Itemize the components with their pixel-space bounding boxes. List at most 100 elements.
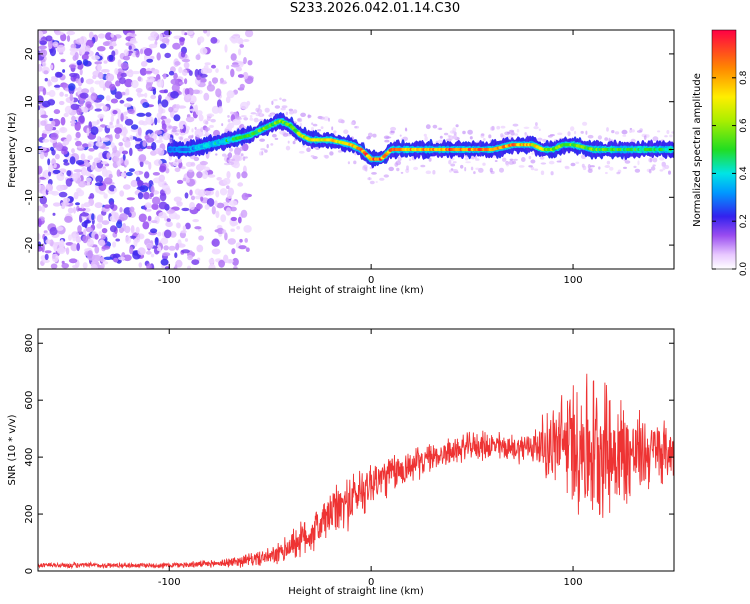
ridge-halo bbox=[215, 153, 218, 156]
noise-speckle bbox=[206, 198, 215, 207]
ridge-halo bbox=[482, 162, 486, 166]
noise-speckle bbox=[71, 148, 75, 154]
noise-speckle bbox=[98, 239, 106, 247]
ridge-halo bbox=[355, 125, 359, 129]
noise-speckle bbox=[214, 200, 218, 207]
ridge-halo bbox=[243, 117, 249, 121]
ridge-halo bbox=[604, 165, 611, 168]
ridge-halo bbox=[209, 124, 214, 128]
noise-speckle bbox=[114, 127, 122, 134]
ridge-halo bbox=[390, 130, 395, 133]
noise-speckle bbox=[194, 226, 202, 230]
ridge-halo bbox=[171, 128, 177, 133]
noise-speckle bbox=[76, 59, 83, 66]
noise-speckle bbox=[101, 228, 108, 234]
ridge-halo bbox=[194, 126, 197, 130]
colorbar: 0.0 0.2 0.4 0.6 0.8 Normalized spectral ampl… bbox=[692, 29, 749, 276]
noise-speckle bbox=[56, 184, 64, 192]
noise-speckle bbox=[156, 79, 164, 88]
noise-speckle bbox=[114, 212, 119, 221]
noise-speckle bbox=[238, 245, 247, 250]
ridge-halo bbox=[518, 165, 525, 168]
noise-speckle bbox=[168, 106, 174, 113]
noise-speckle bbox=[121, 91, 126, 96]
noise-speckle bbox=[95, 182, 103, 187]
noise-speckle bbox=[63, 138, 70, 146]
noise-speckle bbox=[54, 71, 62, 78]
noise-speckle bbox=[199, 47, 208, 55]
ridge-halo bbox=[432, 124, 438, 129]
ridge-halo bbox=[633, 165, 637, 169]
ridge-halo bbox=[616, 171, 621, 175]
noise-speckle bbox=[71, 115, 76, 122]
noise-speckle bbox=[211, 238, 220, 247]
noise-speckle bbox=[103, 193, 108, 199]
noise-speckle bbox=[124, 140, 131, 148]
ridge-halo bbox=[200, 127, 204, 132]
noise-speckle bbox=[138, 154, 147, 163]
noise-speckle bbox=[93, 157, 101, 163]
noise-speckle bbox=[70, 243, 78, 252]
noise-speckle bbox=[188, 70, 193, 76]
noise-speckle bbox=[231, 248, 236, 255]
noise-speckle bbox=[90, 121, 99, 126]
noise-speckle bbox=[69, 72, 78, 78]
noise-speckle bbox=[96, 119, 100, 125]
noise-speckle bbox=[75, 202, 80, 206]
ridge-halo bbox=[589, 165, 595, 168]
noise-speckle bbox=[206, 84, 215, 92]
ridge-halo bbox=[329, 151, 334, 156]
ridge-halo bbox=[258, 113, 265, 118]
noise-speckle bbox=[163, 245, 169, 251]
ridge-halo bbox=[513, 133, 519, 136]
ridge-halo bbox=[280, 107, 286, 111]
noise-speckle bbox=[52, 41, 59, 48]
ridge-halo bbox=[390, 126, 397, 131]
ridge-halo bbox=[505, 161, 510, 167]
ridge-halo bbox=[221, 123, 224, 127]
ridge-halo bbox=[297, 117, 303, 123]
noise-speckle bbox=[108, 173, 113, 179]
ridge-halo bbox=[557, 132, 563, 136]
snr-x-tick-label: 100 bbox=[564, 577, 583, 588]
noise-speckle bbox=[158, 103, 162, 110]
noise-speckle bbox=[237, 74, 244, 78]
noise-speckle bbox=[106, 124, 115, 129]
ridge-halo bbox=[175, 132, 179, 136]
noise-speckle bbox=[158, 94, 162, 101]
ridge-halo bbox=[574, 130, 577, 135]
ridge-halo bbox=[462, 130, 466, 135]
noise-speckle bbox=[129, 33, 137, 37]
ridge-halo bbox=[534, 168, 539, 171]
noise-speckle bbox=[197, 189, 206, 197]
ridge-halo bbox=[629, 129, 632, 134]
noise-speckle bbox=[44, 123, 54, 132]
noise-speckle bbox=[101, 220, 110, 226]
noise-speckle bbox=[114, 68, 119, 75]
colorbar-tick-label: 0.8 bbox=[739, 70, 749, 85]
ridge-halo bbox=[310, 155, 315, 158]
noise-speckle bbox=[70, 196, 74, 202]
noise-speckle bbox=[235, 67, 242, 72]
colorbar-label: Normalized spectral amplitude bbox=[692, 73, 703, 227]
noise-speckle bbox=[134, 143, 142, 150]
ridge-halo bbox=[191, 128, 194, 133]
ridge-halo bbox=[319, 116, 325, 120]
ridge-halo bbox=[222, 153, 227, 157]
noise-speckle bbox=[86, 127, 90, 137]
noise-speckle bbox=[94, 108, 102, 112]
noise-speckle bbox=[110, 33, 114, 38]
noise-speckle bbox=[155, 148, 162, 155]
noise-speckle bbox=[156, 247, 162, 251]
noise-speckle bbox=[124, 78, 133, 88]
ridge-halo bbox=[604, 137, 609, 141]
ridge-halo bbox=[385, 136, 392, 139]
noise-speckle bbox=[101, 137, 110, 143]
noise-speckle bbox=[81, 143, 89, 148]
noise-speckle bbox=[81, 53, 89, 61]
noise-speckle bbox=[211, 205, 216, 215]
ridge-halo bbox=[395, 160, 402, 166]
ridge-halo bbox=[659, 157, 665, 161]
noise-speckle bbox=[125, 171, 133, 177]
ridge-halo bbox=[664, 135, 668, 138]
